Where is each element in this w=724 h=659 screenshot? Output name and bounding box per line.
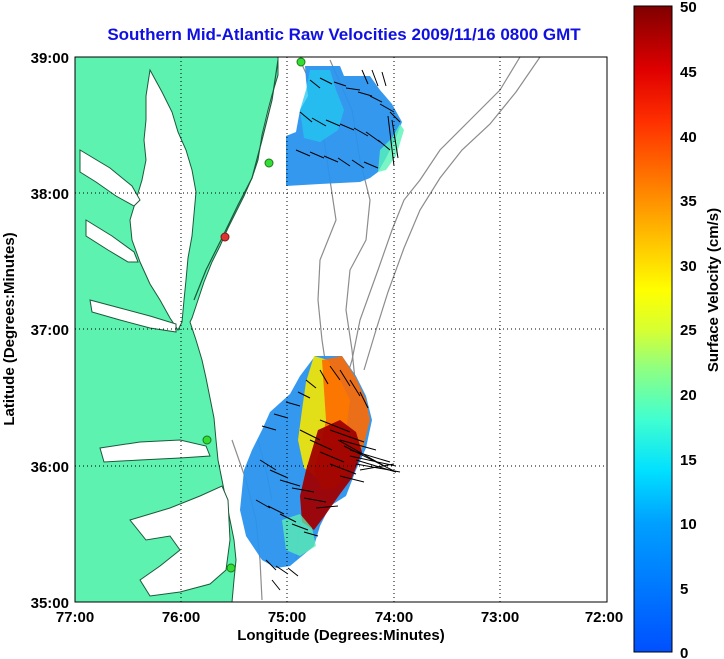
y-tick-label: 38:00 [31,186,69,203]
river-potomac [79,149,141,207]
colorbar-tick: 40 [680,129,697,146]
river-rappahannock [85,219,139,263]
velocity-field-south-green [282,514,316,556]
station-marker [220,232,230,242]
delmarva-coast [193,59,279,301]
colorbar-tick: 15 [680,452,697,469]
x-axis-label: Longitude (Degrees:Minutes) [237,627,445,644]
station-marker [226,563,236,573]
x-tick-label: 72:00 [585,609,623,626]
y-tick-label: 37:00 [31,322,69,339]
y-axis-ticks: 39:00 38:00 37:00 36:00 35:00 [31,50,69,612]
colorbar-gradient [633,5,673,653]
colorbar-tick: 30 [680,258,697,275]
x-tick-label: 74:00 [375,609,413,626]
y-tick-label: 36:00 [31,459,69,476]
pamlico-sound [129,485,231,597]
x-tick-label: 77:00 [56,609,94,626]
chart-title: Southern Mid-Atlantic Raw Velocities 200… [107,25,581,44]
colorbar-tick: 25 [680,322,697,339]
colorbar: 50 45 40 35 30 25 20 15 10 5 0 Surface V… [633,0,722,659]
station-marker [264,158,274,168]
colorbar-tick: 10 [680,516,697,533]
velocity-vectors [255,69,401,591]
albemarle-sound [99,439,211,463]
grid-lines [75,57,607,602]
station-marker [296,57,306,67]
x-axis-ticks: 77:00 76:00 75:00 74:00 73:00 72:00 [56,609,623,626]
radar-stations [202,57,306,573]
y-tick-label: 39:00 [31,50,69,67]
colorbar-label: Surface Velocity (cm/s) [705,208,722,372]
colorbar-tick: 0 [680,645,688,659]
y-tick-label: 35:00 [31,595,69,612]
colorbar-tick: 35 [680,193,697,210]
plot-frame [74,56,608,603]
y-axis-label: Latitude (Degrees:Minutes) [1,232,18,425]
colorbar-tick: 5 [680,581,688,598]
colorbar-tick: 20 [680,387,697,404]
station-marker [202,435,212,445]
x-tick-label: 73:00 [481,609,519,626]
chesapeake-bay [129,68,197,331]
colorbar-tick: 45 [680,64,697,81]
x-tick-label: 75:00 [268,609,306,626]
river-york-james [89,299,177,333]
velocity-field-north-hi [300,70,344,142]
velocity-field-north-edge [378,124,404,172]
x-tick-label: 76:00 [162,609,200,626]
colorbar-tick: 50 [680,0,697,16]
map-plot-area [75,57,607,602]
